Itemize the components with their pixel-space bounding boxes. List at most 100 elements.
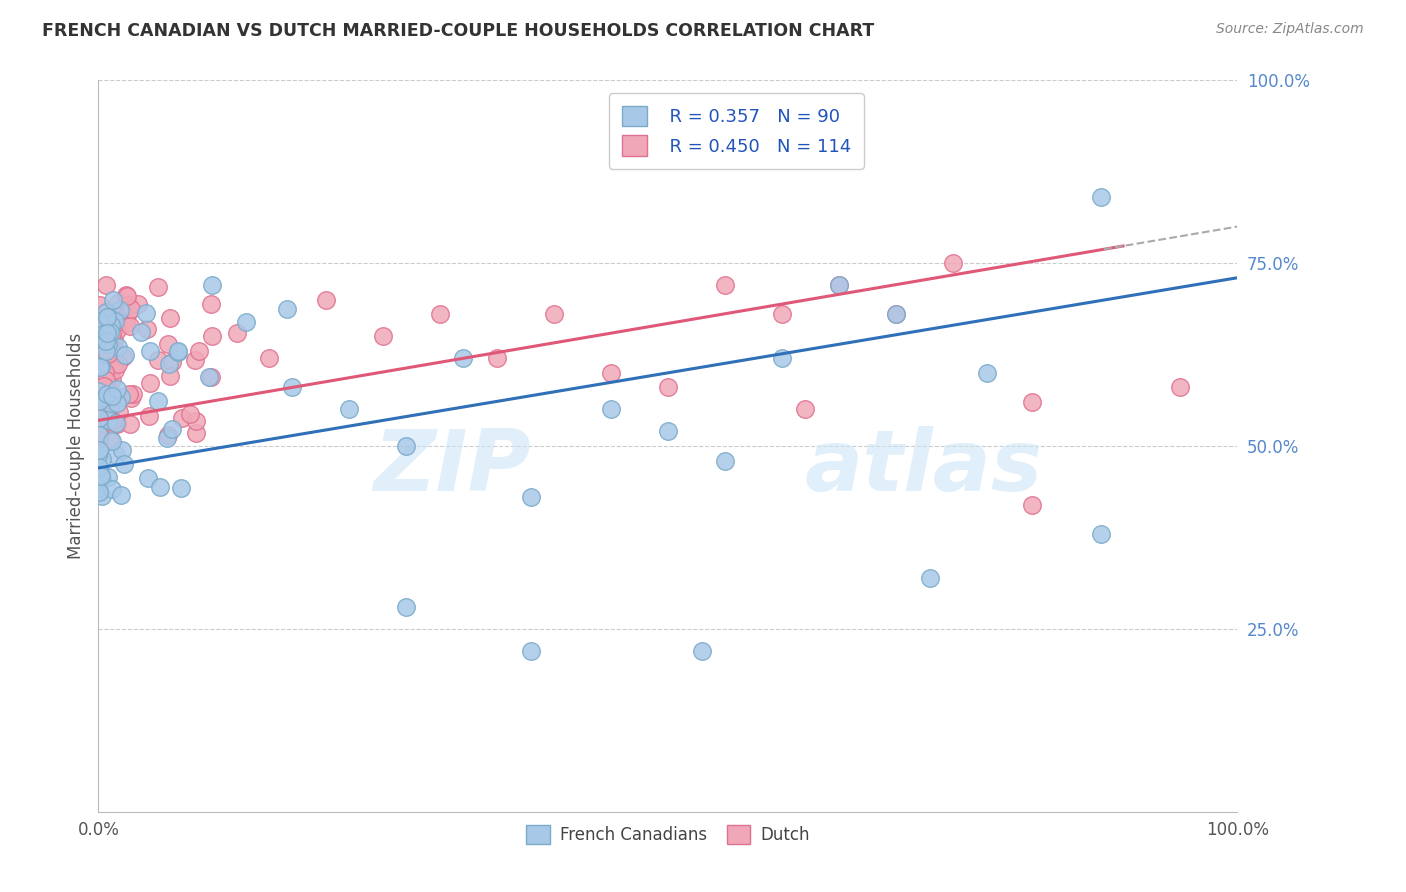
Point (127, 296, 149, 310)
Point (120, 391, 142, 405)
Point (91, 326, 114, 341)
Point (97, 381, 120, 395)
Point (714, 453, 737, 467)
Point (89, 484, 111, 499)
Point (110, 488, 132, 502)
Point (87, 403, 110, 417)
Point (184, 425, 207, 440)
Point (157, 357, 180, 371)
Point (101, 389, 124, 403)
Point (138, 343, 160, 358)
Point (118, 319, 141, 334)
Point (91, 388, 114, 402)
Point (98, 325, 121, 339)
Point (90, 467, 112, 481)
Point (187, 344, 209, 359)
Point (117, 298, 139, 312)
Point (200, 369, 222, 384)
Point (146, 394, 169, 409)
Point (942, 256, 965, 270)
Point (520, 644, 543, 658)
Point (111, 443, 134, 458)
Point (184, 353, 207, 368)
Point (89, 346, 111, 360)
Point (98, 432, 121, 446)
Point (395, 439, 418, 453)
Point (1170, 380, 1192, 394)
Point (166, 345, 188, 359)
Point (97, 347, 120, 361)
Point (93, 309, 115, 323)
Point (105, 305, 128, 319)
Point (97, 337, 120, 351)
Point (96, 407, 118, 421)
Point (129, 326, 152, 340)
Point (770, 307, 793, 321)
Point (117, 289, 139, 303)
Legend: French Canadians, Dutch: French Canadians, Dutch (520, 818, 815, 851)
Point (96, 326, 118, 340)
Point (104, 343, 127, 357)
Point (114, 349, 136, 363)
Text: Source: ZipAtlas.com: Source: ZipAtlas.com (1216, 22, 1364, 37)
Point (107, 339, 129, 353)
Point (89, 360, 111, 375)
Point (91, 347, 114, 361)
Text: atlas: atlas (804, 426, 1043, 509)
Point (104, 314, 127, 328)
Point (200, 297, 222, 311)
Point (98, 365, 121, 379)
Point (600, 366, 623, 380)
Point (101, 326, 124, 341)
Point (91, 324, 114, 338)
Point (89, 425, 111, 440)
Point (91, 336, 114, 351)
Point (201, 329, 224, 343)
Point (101, 434, 124, 449)
Point (89, 397, 111, 411)
Point (87, 326, 110, 340)
Point (112, 312, 135, 326)
Point (103, 414, 125, 428)
Point (315, 293, 337, 307)
Point (107, 296, 129, 310)
Point (105, 417, 128, 431)
Point (91, 489, 114, 503)
Point (156, 431, 179, 445)
Point (138, 409, 160, 423)
Point (98, 326, 121, 341)
Point (108, 405, 131, 419)
Point (90, 386, 112, 401)
Point (1021, 498, 1043, 512)
Point (160, 355, 183, 369)
Point (1090, 526, 1112, 541)
Point (104, 448, 127, 462)
Point (89, 411, 111, 425)
Point (87, 427, 110, 442)
Point (89, 468, 111, 483)
Text: ZIP: ZIP (374, 426, 531, 509)
Point (101, 373, 124, 387)
Point (371, 329, 394, 343)
Point (89, 443, 111, 458)
Point (98, 392, 121, 406)
Point (105, 382, 128, 396)
Point (884, 307, 907, 321)
Point (97, 331, 120, 345)
Point (714, 278, 737, 293)
Text: FRENCH CANADIAN VS DUTCH MARRIED-COUPLE HOUSEHOLDS CORRELATION CHART: FRENCH CANADIAN VS DUTCH MARRIED-COUPLE … (42, 22, 875, 40)
Point (135, 305, 157, 319)
Point (100, 318, 122, 332)
Point (157, 336, 180, 351)
Point (89, 298, 111, 312)
Point (87, 481, 110, 495)
Point (198, 369, 221, 384)
Point (828, 278, 851, 293)
Point (770, 351, 793, 366)
Point (90, 359, 112, 373)
Point (107, 357, 129, 371)
Point (114, 316, 136, 330)
Point (97, 318, 120, 333)
Point (657, 425, 679, 439)
Point (89, 432, 111, 446)
